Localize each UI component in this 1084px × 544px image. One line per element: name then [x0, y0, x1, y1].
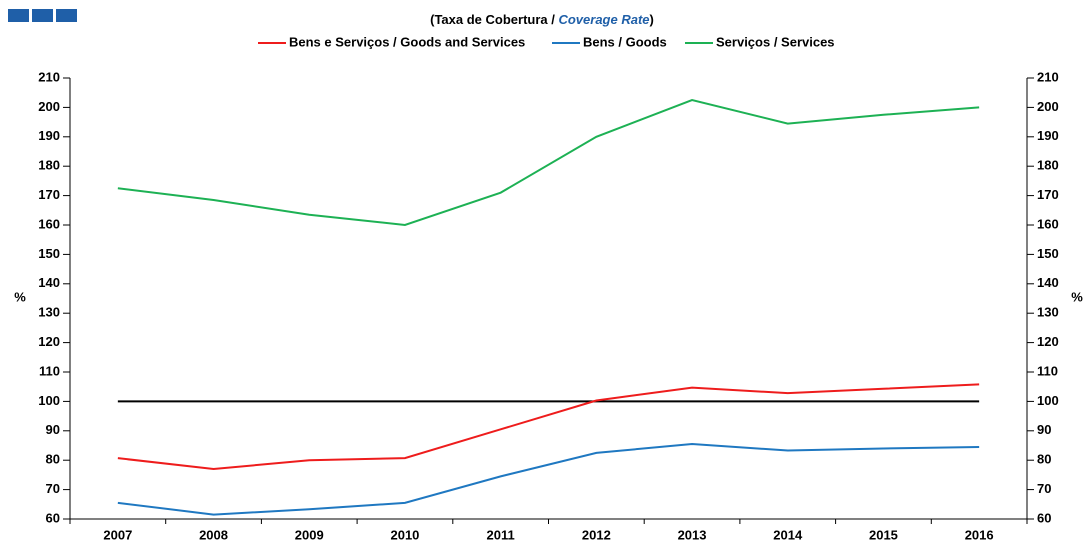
- logo-block: [8, 9, 29, 22]
- x-tick-label: 2007: [103, 527, 132, 542]
- y-tick-label: 110: [39, 363, 60, 378]
- y2-tick-label: 130: [1037, 305, 1059, 320]
- y2-tick-label: 90: [1037, 422, 1051, 437]
- x-tick-label: 2012: [582, 527, 611, 542]
- title-part: (Taxa de Cobertura /: [430, 12, 558, 27]
- y2-axis-label: %: [1071, 289, 1083, 304]
- x-tick-label: 2008: [199, 527, 228, 542]
- y2-tick-label: 60: [1037, 510, 1051, 525]
- title-part: Coverage Rate: [558, 12, 649, 27]
- chart-title: (Taxa de Cobertura / Coverage Rate): [430, 12, 654, 27]
- y-tick-label: 160: [38, 216, 60, 231]
- legend-label: Serviços / Services: [716, 34, 835, 49]
- y2-tick-label: 170: [1037, 187, 1059, 202]
- y-tick-label: 170: [38, 187, 60, 202]
- x-tick-label: 2010: [390, 527, 419, 542]
- y-tick-label: 150: [38, 246, 60, 261]
- y2-tick-label: 180: [1037, 158, 1059, 173]
- y2-tick-label: 150: [1037, 246, 1059, 261]
- logo-block: [32, 9, 53, 22]
- series-line: [117, 443, 980, 516]
- x-tick-label: 2016: [965, 527, 994, 542]
- series-line: [117, 383, 980, 471]
- y2-tick-label: 120: [1037, 334, 1059, 349]
- y-tick-label: 70: [46, 481, 60, 496]
- y2-tick-label: 110: [1037, 363, 1058, 378]
- y-tick-label: 90: [46, 422, 60, 437]
- x-tick-label: 2009: [295, 527, 324, 542]
- legend-label: Bens e Serviços / Goods and Services: [289, 34, 525, 49]
- y-tick-label: 180: [38, 158, 60, 173]
- y-axis-label: %: [14, 289, 26, 304]
- x-tick-label: 2013: [678, 527, 707, 542]
- y2-tick-label: 70: [1037, 481, 1051, 496]
- y2-tick-label: 200: [1037, 99, 1059, 114]
- x-tick-label: 2011: [487, 527, 515, 542]
- series-line: [117, 99, 980, 227]
- y2-tick-label: 100: [1037, 393, 1059, 408]
- y-tick-label: 100: [38, 393, 60, 408]
- x-tick-label: 2015: [869, 527, 898, 542]
- legend-label: Bens / Goods: [583, 34, 667, 49]
- y2-tick-label: 160: [1037, 216, 1059, 231]
- y-tick-label: 80: [46, 452, 60, 467]
- y2-tick-label: 210: [1037, 69, 1059, 84]
- y-tick-label: 200: [38, 99, 60, 114]
- y-tick-label: 190: [38, 128, 60, 143]
- y2-tick-label: 140: [1037, 275, 1059, 290]
- y2-tick-label: 80: [1037, 452, 1051, 467]
- y-tick-label: 120: [38, 334, 60, 349]
- y-tick-label: 60: [46, 510, 60, 525]
- y-tick-label: 210: [38, 69, 60, 84]
- y-tick-label: 130: [38, 305, 60, 320]
- x-tick-label: 2014: [773, 527, 803, 542]
- y-tick-label: 140: [38, 275, 60, 290]
- y2-tick-label: 190: [1037, 128, 1059, 143]
- title-part: ): [650, 12, 654, 27]
- logo-block: [56, 9, 77, 22]
